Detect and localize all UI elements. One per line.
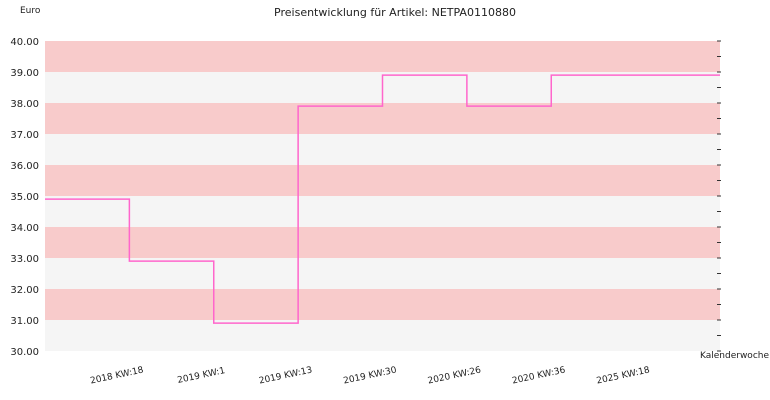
- y-tick-label: 40.00: [10, 37, 39, 48]
- y-axis-label: Euro: [20, 6, 41, 16]
- x-axis-ticks: 2018 KW:18 2019 KW:1 2019 KW:13 2019 KW:30 2…: [89, 365, 651, 386]
- background-band: [45, 165, 720, 196]
- x-tick-label: 2019 KW:1: [177, 366, 227, 386]
- series-line: [45, 74, 720, 324]
- y-tick-label: 32.00: [10, 285, 39, 296]
- y-tick-label: 33.00: [10, 254, 39, 265]
- y-tick-label: 38.00: [10, 99, 39, 110]
- background-band: [45, 227, 720, 258]
- x-tick-label: 2025 KW:18: [596, 365, 651, 386]
- x-tick-label: 2020 KW:26: [427, 365, 482, 386]
- price-step-line: [45, 74, 720, 324]
- background-band: [45, 134, 720, 165]
- y-tick-label: 31.00: [10, 316, 39, 327]
- x-tick-label: 2019 KW:30: [343, 365, 398, 386]
- background-bands: [45, 41, 720, 351]
- background-band: [45, 320, 720, 351]
- x-tick-label: 2019 KW:13: [258, 366, 313, 387]
- y-axis-ticks: 30.00 31.00 32.00 33.00 34.00 35.00 36.00 37.00…: [10, 37, 39, 358]
- background-band: [45, 289, 720, 320]
- x-axis-label: Kalenderwoche: [700, 351, 770, 361]
- background-band: [45, 196, 720, 227]
- x-tick-label: 2020 KW:36: [511, 365, 566, 386]
- y-tick-label: 39.00: [10, 68, 39, 79]
- right-axis-ticks: [717, 40, 721, 352]
- y-tick-label: 35.00: [10, 192, 39, 203]
- chart-title: Preisentwicklung für Artikel: NETPA01108…: [274, 6, 516, 19]
- y-tick-label: 36.00: [10, 161, 39, 172]
- y-tick-label: 37.00: [10, 130, 39, 141]
- x-tick-label: 2018 KW:18: [89, 365, 144, 386]
- y-tick-label: 30.00: [10, 347, 39, 358]
- background-band: [45, 258, 720, 289]
- background-band: [45, 41, 720, 72]
- y-tick-label: 34.00: [10, 223, 39, 234]
- background-band: [45, 103, 720, 134]
